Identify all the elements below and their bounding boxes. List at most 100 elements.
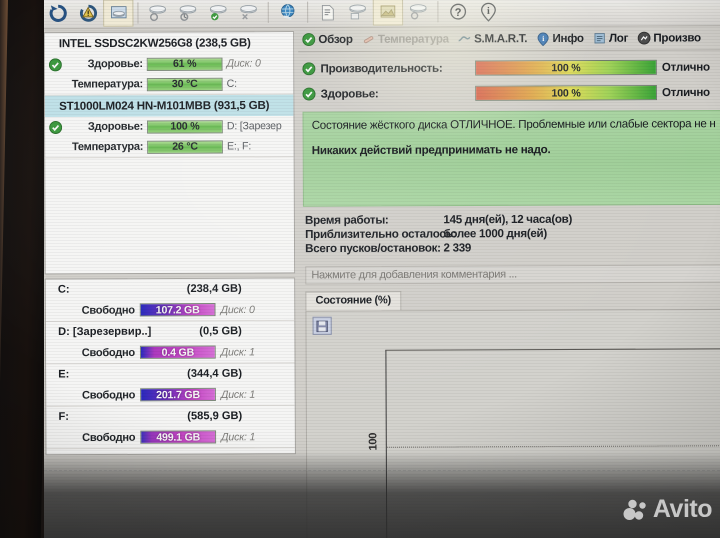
drive-block[interactable]: INTEL SSDSC2KW256G8 (238,5 GB) Здоровье:…: [44, 32, 294, 96]
drive-list-panel: INTEL SSDSC2KW256G8 (238,5 GB) Здоровье:…: [44, 31, 296, 275]
stat-row: Всего пусков/остановок: 2 339: [305, 241, 720, 257]
disk-ok-icon[interactable]: [203, 0, 233, 26]
stats-section: Время работы: 145 дня(ей), 12 часа(ов) П…: [305, 213, 720, 257]
volume-disk-tag: Диск: 1: [220, 388, 256, 401]
status-line-1: Состояние жёсткого диска ОТЛИЧНОЕ. Пробл…: [311, 118, 716, 132]
text-report-icon[interactable]: [312, 0, 342, 26]
volume-capacity: (238,4 GB): [186, 282, 242, 296]
volume-free-label: Свободно: [81, 346, 135, 359]
list-item[interactable]: F: (585,9 GB) Свободно 499.1 GB Диск: 1: [46, 405, 295, 450]
globe-icon[interactable]: [273, 0, 303, 26]
disk-scan-icon[interactable]: [173, 0, 203, 27]
status-ok-icon: [48, 57, 62, 71]
drive-health-label: Здоровье:: [87, 57, 143, 71]
volume-free-value: 201.7 GB: [156, 388, 200, 401]
volume-letter: E:: [58, 368, 70, 381]
tab-label: Лог: [608, 32, 629, 45]
volume-free-meter: 0.4 GB: [139, 345, 216, 359]
disk-cross-icon[interactable]: [233, 0, 263, 26]
green-check-icon: [302, 33, 316, 47]
disk-config-icon[interactable]: [403, 0, 433, 25]
toolbar-divider: [437, 1, 439, 23]
performance-meter: 100 %: [475, 59, 657, 76]
disk-test-icon[interactable]: [142, 0, 172, 27]
alert-icon[interactable]: [73, 0, 103, 27]
drive-title[interactable]: ST1000LM024 HN-M101MBB (931,5 GB): [44, 94, 294, 117]
tab-label: Инфо: [552, 32, 584, 45]
volume-header: D: [Зарезервир..] (0,5 GB): [46, 321, 295, 342]
summary-label: Здоровье:: [320, 87, 379, 101]
help-icon[interactable]: ?: [442, 0, 472, 25]
tab-label: Температура: [377, 32, 449, 46]
about-icon[interactable]: i: [473, 0, 503, 25]
volume-list-panel: C: (238,4 GB) Свободно 107.2 GB Диск: 0: [44, 277, 296, 456]
volume-disk-tag: Диск: 1: [221, 430, 256, 443]
stat-value: 2 339: [443, 242, 472, 255]
stat-key: Всего пусков/остановок:: [305, 242, 441, 256]
drive-health-row: Здоровье: 100 % D: [Зарезер: [45, 116, 294, 137]
volume-free-meter: 499.1 GB: [140, 430, 217, 444]
volume-capacity: (0,5 GB): [199, 325, 242, 338]
tab-performance[interactable]: Произво: [633, 29, 706, 46]
volume-free-value: 499.1 GB: [156, 430, 201, 444]
chart-canvas: 100: [367, 348, 720, 538]
volume-capacity: (585,9 GB): [187, 410, 243, 423]
drive-letters-2: E:, F:: [226, 140, 252, 153]
summary-label: Производительность:: [320, 62, 443, 75]
volume-header: F: (585,9 GB): [46, 406, 295, 427]
volume-free-label: Свободно: [81, 303, 135, 317]
drive-temp-row: Температура: 26 °C E:, F:: [45, 136, 294, 157]
volume-letter: F:: [58, 410, 69, 423]
status-ok-icon: [302, 87, 316, 101]
svg-text:i: i: [542, 34, 544, 43]
volume-free-meter: 107.2 GB: [139, 303, 216, 317]
drive-temp-meter: 26 °C: [147, 139, 223, 154]
info-blue-icon: i: [536, 32, 549, 47]
spacer: [49, 78, 62, 91]
floppy-save-icon[interactable]: [312, 316, 332, 335]
tab-temperature[interactable]: Температура: [358, 30, 454, 48]
volume-letter: D: [Зарезервир..]: [58, 325, 152, 339]
status-ok-icon: [49, 120, 63, 134]
list-item[interactable]: C: (238,4 GB) Свободно 107.2 GB Диск: 0: [45, 278, 295, 322]
refresh-icon[interactable]: [44, 0, 73, 27]
disk-info-icon[interactable]: [342, 0, 372, 26]
drive-temp-value: 30 °C: [171, 77, 198, 91]
chart-ytick-label: 100: [367, 432, 380, 451]
settings-icon[interactable]: [372, 0, 404, 26]
health-value: 100 %: [551, 86, 581, 100]
volume-disk-tag: Диск: 1: [220, 345, 255, 359]
drive-temp-label: Температура:: [71, 78, 143, 91]
spacer: [49, 141, 62, 154]
tab-bar: Обзор Температура: [298, 26, 720, 53]
drive-health-meter: 100 %: [147, 119, 223, 134]
summary-row-health: Здоровье: 100 % Отлично: [302, 80, 720, 107]
drive-title[interactable]: INTEL SSDSC2KW256G8 (238,5 GB): [58, 37, 251, 51]
tab-info[interactable]: i Инфо: [532, 30, 589, 47]
toolbar-divider: [137, 2, 139, 24]
tab-smart[interactable]: S.M.A.R.T.: [454, 30, 532, 48]
stat-key: Приблизительно осталось:: [305, 228, 456, 242]
health-meter: 100 %: [475, 84, 657, 101]
volume-header: C: (238,4 GB): [46, 278, 295, 299]
tab-overview[interactable]: Обзор: [298, 31, 358, 48]
drive-block[interactable]: ST1000LM024 HN-M101MBB (931,5 GB) Здоров…: [44, 94, 294, 159]
summary-section: Производительность: 100 % Отлично Зд: [302, 54, 720, 106]
volume-free-label: Свободно: [82, 431, 136, 444]
volume-free-value: 107.2 GB: [155, 303, 200, 316]
tab-state-percent[interactable]: Состояние (%): [305, 291, 402, 311]
report-icon[interactable]: [103, 0, 134, 27]
tab-log[interactable]: Лог: [589, 30, 633, 47]
list-item[interactable]: E: (344,4 GB) Свободно 201.7 GB Диск: 1: [46, 363, 295, 407]
drive-health-value: 61 %: [172, 57, 197, 70]
comment-input[interactable]: Нажмите для добавления комментария ...: [305, 264, 720, 285]
volume-disk-tag: Диск: 0: [220, 303, 255, 316]
list-item[interactable]: D: [Зарезервир..] (0,5 GB) Свободно 0.4 …: [45, 320, 295, 365]
tab-label: Произво: [653, 31, 701, 45]
volume-free-row: Свободно 499.1 GB Диск: 1: [46, 426, 295, 448]
summary-row-performance: Производительность: 100 % Отлично: [302, 54, 720, 81]
chart-plot-area: 100: [305, 308, 720, 538]
svg-text:i: i: [487, 5, 490, 16]
volume-free-value: 0.4 GB: [161, 346, 195, 359]
